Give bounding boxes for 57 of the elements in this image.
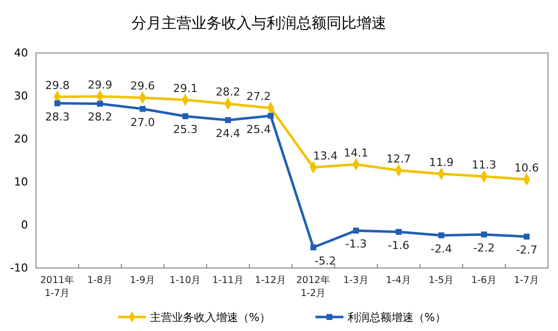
data-label: 27.2 [246,90,271,104]
point [524,234,530,240]
data-label: -5.2 [314,254,336,268]
data-label: 24.4 [216,127,240,140]
point [97,100,103,107]
x-tick-label: 1-3月 [343,275,369,286]
y-tick-label: -10 [10,262,28,275]
x-tick-label: 1-8月 [87,275,113,286]
y-tick-label: 20 [14,132,28,146]
data-label: -1.3 [345,238,367,251]
point [353,228,359,234]
x-tick-label: 1-7月 [514,275,540,286]
data-label: 27.0 [130,116,155,129]
point [140,106,146,112]
x-tick-label: 2011年 1-7月 [40,274,74,299]
data-label: 28.2 [88,110,112,124]
data-label: 12.7 [386,152,411,166]
y-tick-label: 40 [14,46,28,60]
data-label: 13.4 [313,149,338,162]
legend-label: 利润总额增速（%） [347,311,446,324]
point [182,113,188,120]
chart-title: 分月主营业务收入与利润总额同比增速 [132,14,386,32]
data-label: 10.6 [514,161,539,174]
data-label: 14.1 [344,146,368,160]
data-label: 25.3 [173,123,198,136]
point [481,232,487,238]
y-tick-label: 0 [21,218,28,232]
data-label: 29.9 [88,78,112,92]
x-tick-label: 1-10月 [170,275,202,286]
data-label: 25.4 [246,122,271,136]
legend-label: 主营业务收入增速（%） [150,311,270,324]
x-tick-label: 1-4月 [386,275,412,286]
data-label: 11.3 [472,158,496,172]
x-tick-label: 1-11月 [212,275,244,286]
point [54,100,60,106]
x-tick-label: 1-9月 [130,275,156,286]
data-label: 28.2 [216,86,240,99]
x-tick-label: 2012年 1-2月 [296,274,330,299]
data-label: -2.4 [430,242,452,256]
y-tick-label: 30 [14,90,28,103]
data-label: 28.3 [45,110,70,124]
point [396,228,402,235]
data-label: 29.6 [130,80,155,93]
x-tick-label: 1-12月 [254,275,286,286]
y-tick-label: 10 [14,176,28,189]
data-label: 11.9 [429,156,454,169]
point [310,244,316,250]
x-tick-label: 1-6月 [471,275,497,286]
point [438,232,444,238]
x-tick-label: 1-5月 [428,275,454,286]
data-label: 29.8 [45,78,70,92]
point [268,112,274,119]
point [225,117,231,124]
data-label: -2.7 [516,244,538,257]
data-label: -2.2 [473,241,495,254]
data-label: -1.6 [388,238,410,252]
data-label: 29.1 [173,82,198,95]
